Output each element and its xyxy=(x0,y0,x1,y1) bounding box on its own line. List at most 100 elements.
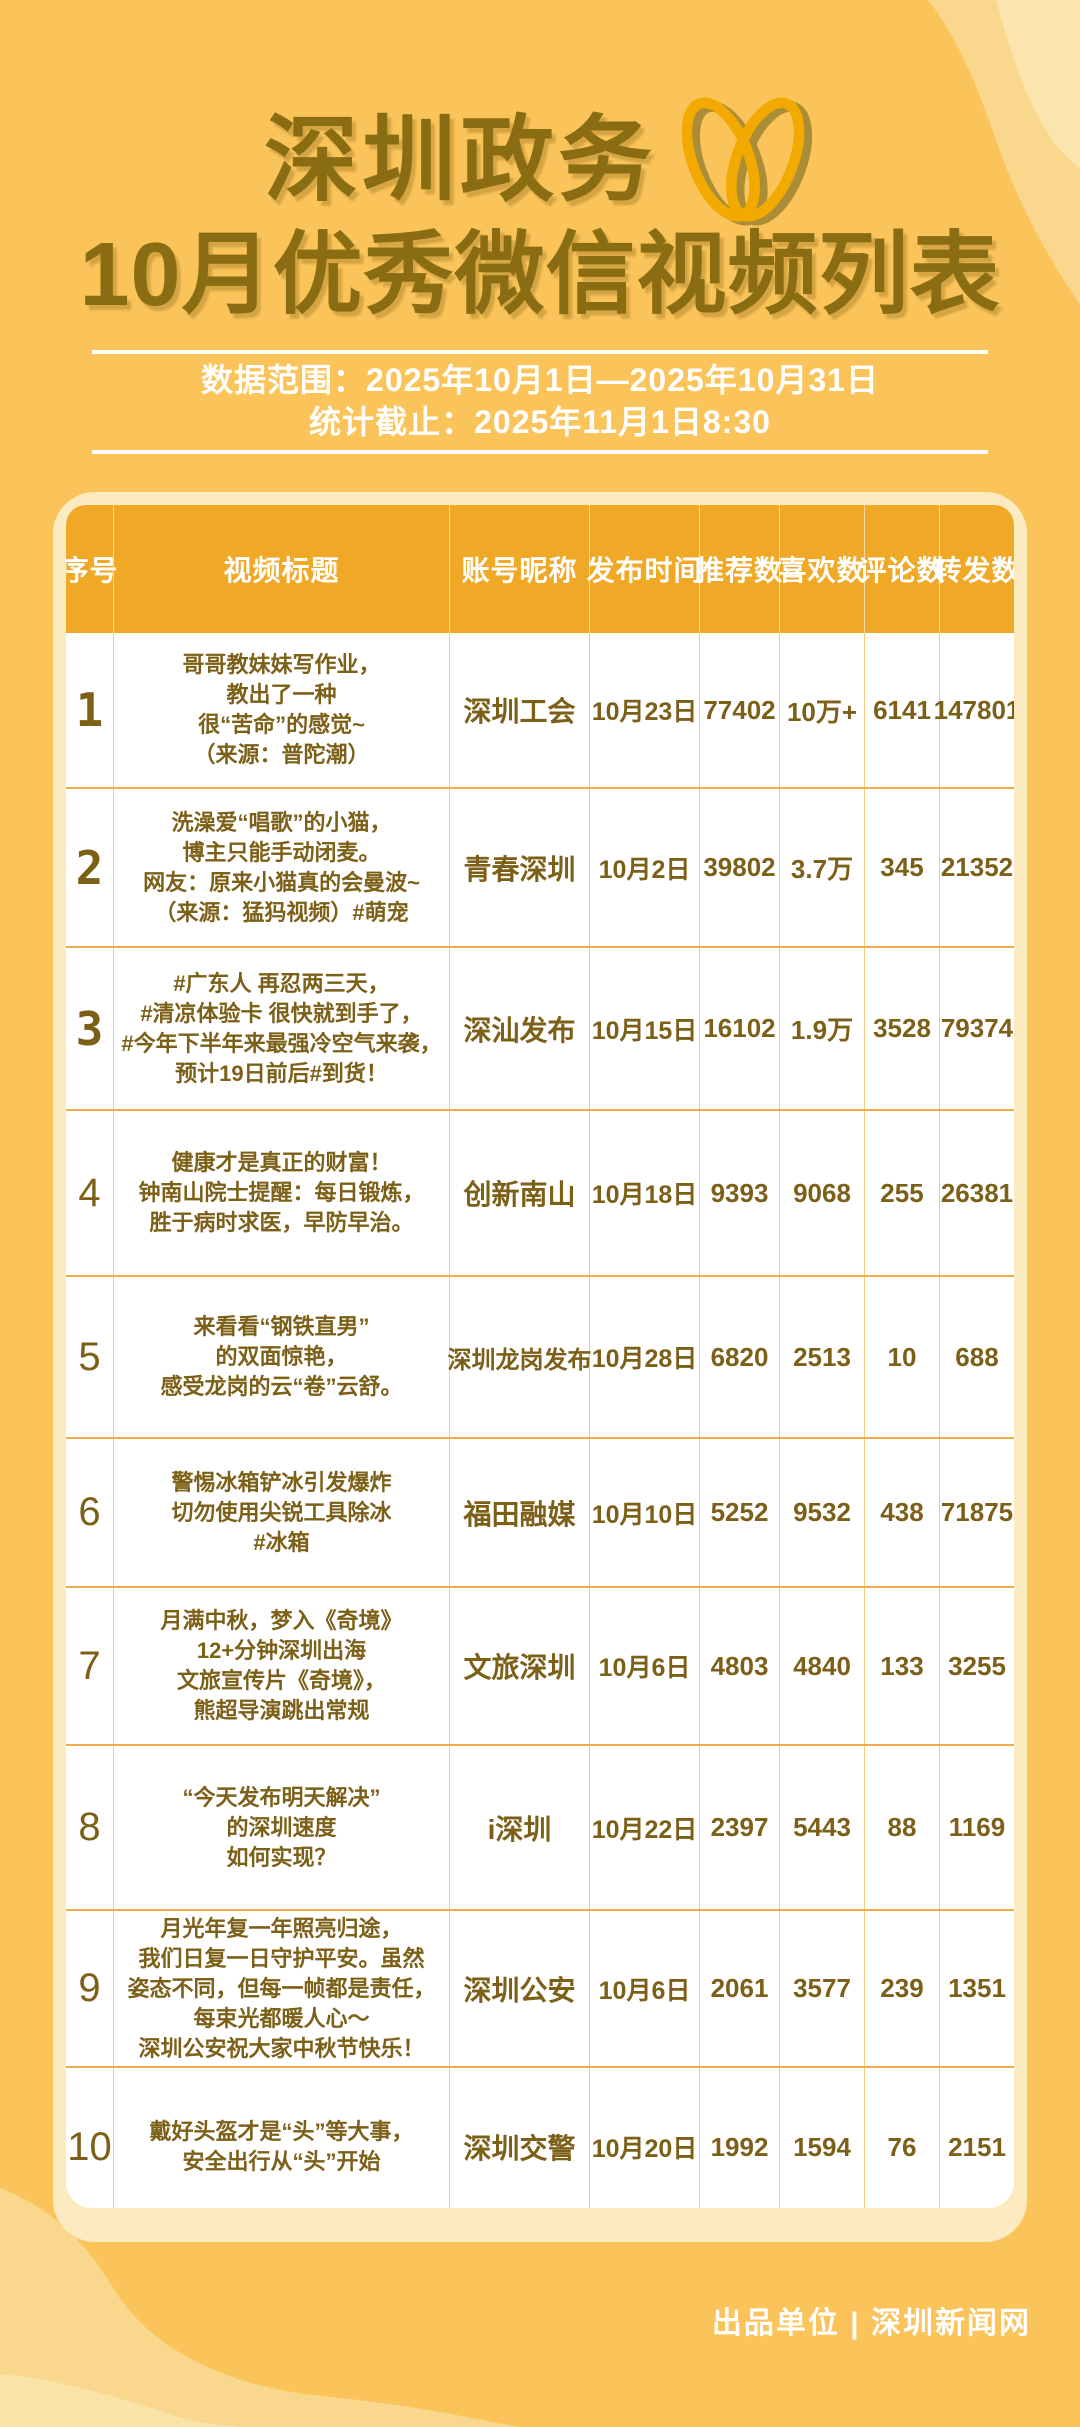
video-title-cell: #广东人 再忍两三天， #清凉体验卡 很快就到手了， #今年下半年来最强冷空气来… xyxy=(114,948,450,1109)
comment-count-cell: 10 xyxy=(865,1277,940,1437)
info-band: 数据范围：2025年10月1日—2025年10月31日 统计截止：2025年11… xyxy=(92,350,988,454)
recommend-count-cell: 4803 xyxy=(700,1588,780,1744)
wave-top-right-light xyxy=(996,0,1080,168)
like-count-cell: 3.7万 xyxy=(780,789,865,946)
comment-count-cell: 6141 xyxy=(865,633,940,787)
video-title-cell: 来看看“钢铁直男” 的双面惊艳， 感受龙岗的云“卷”云舒。 xyxy=(114,1277,450,1437)
comment-count-cell: 255 xyxy=(865,1111,940,1275)
rank-cell: 3 xyxy=(66,948,114,1109)
like-count-cell: 5443 xyxy=(780,1746,865,1909)
wechat-channels-icon xyxy=(681,97,813,226)
wave-bottom-left-light xyxy=(0,2374,252,2427)
account-cell: 深汕发布 xyxy=(450,948,590,1109)
column-header-1: 视频标题 xyxy=(114,505,450,633)
recommend-count-cell: 2397 xyxy=(700,1746,780,1909)
recommend-count-cell: 1992 xyxy=(700,2068,780,2208)
account-cell: 深圳工会 xyxy=(450,633,590,787)
rank-cell: 6 xyxy=(66,1439,114,1586)
comment-count-cell: 239 xyxy=(865,1911,940,2066)
recommend-count-cell: 77402 xyxy=(700,633,780,787)
rank-cell: 8 xyxy=(66,1746,114,1909)
table-header-row: 序号 视频标题 账号昵称 发布时间 推荐数 喜欢数 评论数 转发数 xyxy=(66,505,1014,633)
like-count-cell: 9532 xyxy=(780,1439,865,1586)
publish-date-cell: 10月2日 xyxy=(590,789,700,946)
table-row: 6 警惕冰箱铲冰引发爆炸 切勿使用尖锐工具除冰 #冰箱 福田融媒 10月10日 5252… xyxy=(66,1437,1014,1586)
publish-date-cell: 10月23日 xyxy=(590,633,700,787)
comment-count-cell: 345 xyxy=(865,789,940,946)
like-count-cell: 3577 xyxy=(780,1911,865,2066)
recommend-count-cell: 39802 xyxy=(700,789,780,946)
table-row: 2 洗澡爱“唱歌”的小猫， 博主只能手动闭麦。 网友：原来小猫真的会曼波~ （来源… xyxy=(66,787,1014,946)
table-body: 1 哥哥教妹妹写作业， 教出了一种 很“苦命”的感觉~ （来源：普陀潮） 深圳工会 1… xyxy=(66,633,1014,2208)
account-cell: 深圳龙岗发布 xyxy=(448,1277,592,1437)
publish-date-cell: 10月20日 xyxy=(590,2068,700,2208)
video-title-cell: 月光年复一年照亮归途， 我们日复一日守护平安。虽然 姿态不同，但每一帧都是责任，… xyxy=(114,1911,450,2066)
publish-date-cell: 10月28日 xyxy=(590,1277,700,1437)
table-row: 5 来看看“钢铁直男” 的双面惊艳， 感受龙岗的云“卷”云舒。 深圳龙岗发布 10月2… xyxy=(66,1275,1014,1437)
share-count-cell: 21352 xyxy=(940,852,1014,882)
column-header-2: 账号昵称 xyxy=(450,505,590,633)
publish-date-cell: 10月18日 xyxy=(590,1111,700,1275)
recommend-count-cell: 16102 xyxy=(700,948,780,1109)
like-count-cell: 2513 xyxy=(780,1277,865,1437)
rank-cell: 5 xyxy=(66,1277,114,1437)
column-header-5: 喜欢数 xyxy=(779,505,865,633)
table-row: 9 月光年复一年照亮归途， 我们日复一日守护平安。虽然 姿态不同，但每一帧都是责任… xyxy=(66,1909,1014,2066)
column-header-0: 序号 xyxy=(66,505,118,633)
table-row: 4 健康才是真正的财富！ 钟南山院士提醒：每日锻炼， 胜于病时求医，早防早治。 创新… xyxy=(66,1109,1014,1275)
share-count-cell: 71875 xyxy=(940,1497,1014,1527)
data-range-text: 数据范围：2025年10月1日—2025年10月31日 xyxy=(201,362,879,398)
video-title-cell: 洗澡爱“唱歌”的小猫， 博主只能手动闭麦。 网友：原来小猫真的会曼波~ （来源：… xyxy=(114,789,450,946)
share-count-cell: 79374 xyxy=(940,1013,1014,1043)
publish-date-cell: 10月10日 xyxy=(590,1439,700,1586)
recommend-count-cell: 6820 xyxy=(700,1277,780,1437)
header-title-row: 深圳政务 xyxy=(0,86,1080,234)
share-count-cell: 1351 xyxy=(948,1973,1006,2003)
video-title-cell: 健康才是真正的财富！ 钟南山院士提醒：每日锻炼， 胜于病时求医，早防早治。 xyxy=(114,1111,450,1275)
table-row: 7 月满中秋，梦入《奇境》 12+分钟深圳出海 文旅宣传片《奇境》， 熊超导演跳出… xyxy=(66,1586,1014,1744)
rank-cell: 1 xyxy=(66,633,114,787)
page-title: 深圳政务 xyxy=(263,107,656,212)
share-count-cell: 26381 xyxy=(940,1177,1014,1208)
video-table: 序号 视频标题 账号昵称 发布时间 推荐数 喜欢数 评论数 转发数 1 哥哥教妹妹写作业， 教出… xyxy=(66,505,1014,2208)
account-cell: 深圳公安 xyxy=(450,1911,590,2066)
rank-cell: 2 xyxy=(66,789,114,946)
like-count-cell: 4840 xyxy=(780,1588,865,1744)
recommend-count-cell: 2061 xyxy=(700,1911,780,2066)
share-count-cell: 147801 xyxy=(933,694,1014,725)
share-count-cell: 688 xyxy=(955,1341,999,1372)
video-title-cell: “今天发布明天解决” 的深圳速度 如何实现？ xyxy=(114,1746,450,1909)
column-header-3: 发布时间 xyxy=(587,505,702,633)
share-count-cell: 2151 xyxy=(948,2131,1006,2162)
table-card: 序号 视频标题 账号昵称 发布时间 推荐数 喜欢数 评论数 转发数 1 哥哥教妹妹写作业， 教出… xyxy=(53,492,1027,2242)
table-row: 3 #广东人 再忍两三天， #清凉体验卡 很快就到手了， #今年下半年来最强冷空气… xyxy=(66,946,1014,1109)
account-cell: 深圳交警 xyxy=(450,2068,590,2208)
video-title-cell: 戴好头盔才是“头”等大事， 安全出行从“头”开始 xyxy=(114,2068,450,2208)
like-count-cell: 1594 xyxy=(780,2068,865,2208)
publish-date-cell: 10月22日 xyxy=(590,1746,700,1909)
like-count-cell: 9068 xyxy=(780,1111,865,1275)
comment-count-cell: 438 xyxy=(865,1439,940,1586)
video-title-cell: 月满中秋，梦入《奇境》 12+分钟深圳出海 文旅宣传片《奇境》， 熊超导演跳出常… xyxy=(114,1588,450,1744)
recommend-count-cell: 9393 xyxy=(700,1111,780,1275)
video-title-cell: 警惕冰箱铲冰引发爆炸 切勿使用尖锐工具除冰 #冰箱 xyxy=(114,1439,450,1586)
account-cell: 青春深圳 xyxy=(450,789,590,946)
column-header-4: 推荐数 xyxy=(696,505,782,633)
column-header-7: 转发数 xyxy=(933,555,1015,586)
publish-date-cell: 10月6日 xyxy=(590,1911,700,2066)
rank-cell: 4 xyxy=(66,1111,114,1275)
account-cell: 文旅深圳 xyxy=(450,1588,590,1744)
stats-deadline-text: 统计截止：2025年11月1日8:30 xyxy=(309,404,771,440)
footer-credit: 出品单位 | 深圳新闻网 xyxy=(711,2307,1031,2340)
comment-count-cell: 88 xyxy=(865,1746,940,1909)
share-count-cell: 3255 xyxy=(948,1650,1006,1681)
comment-count-cell: 133 xyxy=(865,1588,940,1744)
rank-cell: 9 xyxy=(66,1911,114,2066)
comment-count-cell: 3528 xyxy=(865,948,940,1109)
comment-count-cell: 76 xyxy=(865,2068,940,2208)
recommend-count-cell: 5252 xyxy=(700,1439,780,1586)
account-cell: 福田融媒 xyxy=(450,1439,590,1586)
wave-bottom-left-mid xyxy=(0,2188,520,2427)
video-title-cell: 哥哥教妹妹写作业， 教出了一种 很“苦命”的感觉~ （来源：普陀潮） xyxy=(114,633,450,787)
